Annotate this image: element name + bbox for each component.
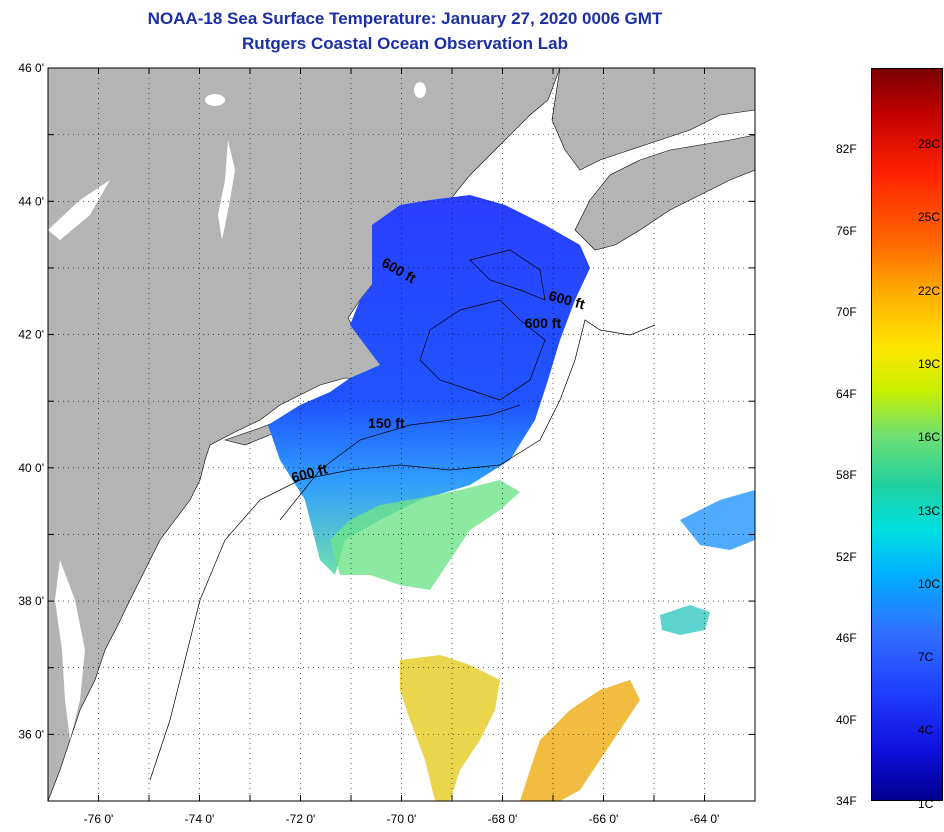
contour-label: 600 ft	[525, 315, 562, 331]
longitude-tick-label: -66 0'	[589, 812, 619, 826]
color-scale-bar	[871, 68, 943, 801]
latitude-tick-label: 36 0'	[18, 727, 44, 741]
contour-600ft-gulf	[419, 299, 546, 401]
color-scale-celsius-label: 13C	[918, 503, 941, 518]
map-frame	[47, 67, 756, 802]
map-title: NOAA-18 Sea Surface Temperature: January…	[147, 9, 663, 28]
color-scale-fahrenheit-label: 76F	[836, 223, 857, 238]
sst-patch-east	[680, 490, 755, 550]
color-scale-celsius-label: 1C	[918, 796, 934, 811]
color-scale	[871, 68, 943, 801]
land-nova-scotia	[574, 134, 755, 251]
color-scale-celsius-label: 16C	[918, 430, 941, 445]
contour-label: 150 ft	[368, 415, 405, 431]
color-scale-fahrenheit-label: 52F	[836, 549, 857, 564]
chesapeake-bay	[55, 560, 85, 740]
lake-champlain	[218, 140, 235, 240]
color-scale-fahrenheit-label: 70F	[836, 305, 857, 320]
color-scale-fahrenheit-label: 46F	[836, 631, 857, 646]
sst-patch-south-west	[400, 655, 500, 801]
map-subtitle: Rutgers Coastal Ocean Observation Lab	[242, 34, 568, 53]
sst-warm-band	[330, 480, 520, 590]
color-scale-celsius-label: 19C	[918, 356, 941, 371]
lake-ontario	[48, 180, 110, 240]
latitude-tick-label: 38 0'	[18, 594, 44, 608]
longitude-ticks: -76 0' -74 0' -72 0' -70 0' -68 0' -66 0' -64 …	[84, 812, 720, 826]
latitude-tick-label: 46 0'	[18, 61, 44, 75]
latitude-tick-label: 40 0'	[18, 461, 44, 475]
color-scale-fahrenheit-label: 34F	[836, 794, 857, 808]
longitude-tick-label: -76 0'	[84, 812, 114, 826]
latitude-ticks: 46 0' 44 0' 42 0' 40 0' 38 0' 36 0'	[18, 61, 44, 741]
sst-swath-north	[268, 195, 590, 575]
color-scale-fahrenheit-label: 82F	[836, 142, 857, 157]
contour-georges	[469, 249, 546, 301]
color-scale-celsius-label: 7C	[918, 650, 934, 665]
color-scale-celsius-label: 4C	[918, 723, 934, 738]
color-scale-celsius-label: 25C	[918, 210, 941, 225]
color-scale-fahrenheit-label: 64F	[836, 386, 857, 401]
latitude-tick-label: 42 0'	[18, 328, 44, 342]
sst-patch-south-east	[520, 680, 640, 801]
lake	[205, 94, 225, 106]
lake	[414, 82, 426, 98]
latitude-tick-label: 44 0'	[18, 194, 44, 208]
color-scale-celsius-label: 22C	[918, 283, 941, 298]
longitude-tick-label: -68 0'	[488, 812, 518, 826]
longitude-tick-label: -72 0'	[286, 812, 316, 826]
contour-150ft	[279, 404, 521, 521]
longitude-tick-label: -74 0'	[185, 812, 215, 826]
contour-600ft-shelf	[149, 319, 656, 781]
longitude-tick-label: -70 0'	[387, 812, 417, 826]
map-body	[48, 68, 755, 801]
color-scale-celsius-label: 28C	[918, 137, 941, 151]
color-scale-celsius-label: 10C	[918, 576, 941, 591]
sst-patch-mid	[660, 605, 710, 635]
color-scale-fahrenheit-label: 58F	[836, 468, 857, 483]
color-scale-fahrenheit-label: 40F	[836, 712, 857, 727]
longitude-tick-label: -64 0'	[690, 812, 720, 826]
